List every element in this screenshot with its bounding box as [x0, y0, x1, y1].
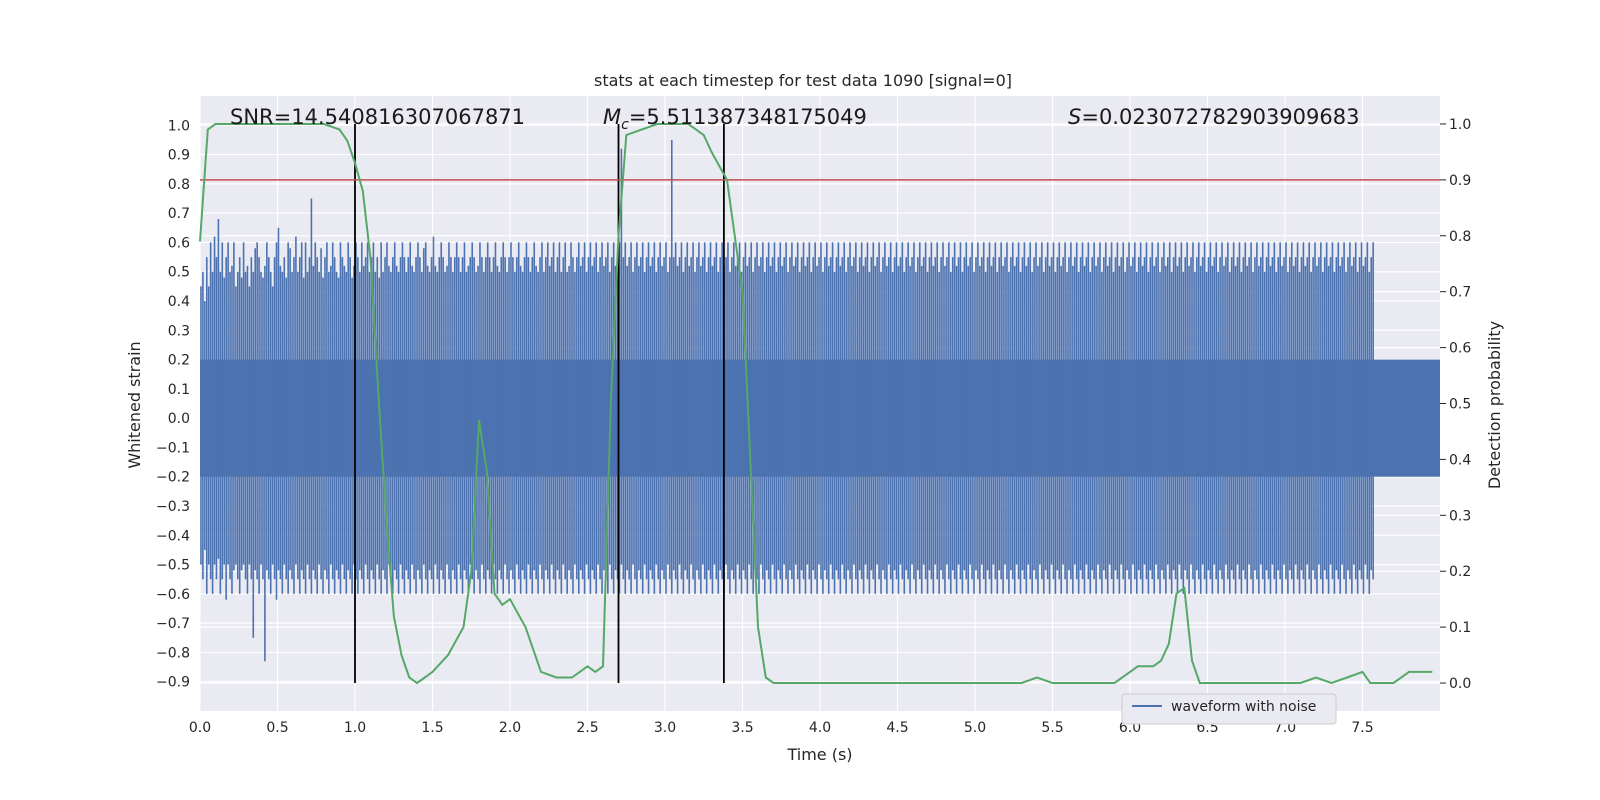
probability-series	[199, 123, 1433, 685]
y-right-tick-label-6: 0.4	[1449, 452, 1471, 468]
x-tick-label-7: 3.5	[731, 720, 753, 736]
y-left-tick-label-13: −0.3	[156, 499, 190, 515]
y-right-tick-label-2: 0.8	[1449, 229, 1471, 245]
y-axis-right-ticks: 1.0 0.9 0.8 0.7 0.6 0.5 0.4 0.3 0.2 0.1 0.0	[1440, 117, 1471, 692]
probability-line	[199, 123, 1433, 685]
y-right-tick-label-5: 0.5	[1449, 397, 1471, 413]
y-right-tick-label-0: 1.0	[1449, 117, 1471, 133]
y-left-tick-label-7: 0.3	[168, 323, 190, 339]
legend-box	[1121, 693, 1337, 725]
y-left-tick-label-9: 0.1	[168, 382, 190, 398]
y-left-tick-label-2: 0.8	[168, 177, 190, 193]
x-tick-label-6: 3.0	[654, 720, 676, 736]
y-left-tick-label-8: 0.2	[168, 353, 190, 369]
y-right-tick-label-1: 0.9	[1449, 173, 1471, 189]
waveform-series	[200, 139, 1440, 662]
x-tick-label-10: 5.0	[964, 720, 986, 736]
y-left-tick-label-5: 0.5	[168, 265, 190, 281]
y-left-tick-label-0: 1.0	[168, 118, 190, 134]
x-tick-label-4: 2.0	[499, 720, 521, 736]
y-right-tick-label-8: 0.2	[1449, 564, 1471, 580]
x-tick-label-1: 0.5	[266, 720, 288, 736]
s-annotation: S=0.023072782903909683	[1068, 105, 1359, 129]
y-right-tick-label-9: 0.1	[1449, 620, 1471, 636]
x-tick-label-11: 5.5	[1041, 720, 1063, 736]
y-axis-left-label: Whitened strain	[125, 341, 144, 468]
y-axis-left-ticks: 1.0 0.9 0.8 0.7 0.6 0.5 0.4 0.3 0.2 0.1 0.0 −0.1 −0.…	[156, 118, 190, 690]
chirp-mass-value: =5.511387348175049	[629, 105, 867, 129]
y-left-tick-label-12: −0.2	[156, 470, 190, 486]
x-tick-label-3: 1.5	[421, 720, 443, 736]
y-left-tick-label-1: 0.9	[168, 148, 190, 164]
y-left-tick-label-14: −0.4	[156, 528, 190, 544]
y-left-tick-label-3: 0.7	[168, 206, 190, 222]
y-left-tick-label-19: −0.9	[156, 675, 190, 691]
y-left-tick-label-10: 0.0	[168, 411, 190, 427]
y-left-tick-label-15: −0.5	[156, 558, 190, 574]
snr-annotation: SNR=14.540816307067871	[230, 105, 525, 129]
legend-entry-waveform: waveform with noise	[1171, 699, 1316, 715]
chirp-mass-annotation: Mc=5.511387348175049	[603, 105, 867, 133]
y-right-tick-label-10: 0.0	[1449, 676, 1471, 692]
y-left-tick-label-6: 0.4	[168, 294, 190, 310]
y-right-tick-label-7: 0.3	[1449, 508, 1471, 524]
s-value: =0.023072782903909683	[1081, 105, 1359, 129]
legend: waveform with noise	[1121, 693, 1337, 725]
y-left-tick-label-16: −0.6	[156, 587, 190, 603]
y-left-tick-label-18: −0.8	[156, 645, 190, 661]
overlay-lines	[200, 123, 1440, 684]
y-left-tick-label-4: 0.6	[168, 235, 190, 251]
x-tick-label-9: 4.5	[886, 720, 908, 736]
y-left-tick-label-11: −0.1	[156, 440, 190, 456]
chart-title: stats at each timestep for test data 109…	[594, 71, 1012, 90]
s-symbol: S	[1068, 105, 1081, 129]
chirp-mass-symbol: M	[603, 105, 621, 129]
x-tick-label-5: 2.5	[576, 720, 598, 736]
y-right-tick-label-4: 0.6	[1449, 341, 1471, 357]
y-right-tick-label-3: 0.7	[1449, 285, 1471, 301]
waveform-core-band	[200, 359, 1440, 477]
x-tick-label-8: 4.0	[809, 720, 831, 736]
chirp-mass-subscript: c	[621, 117, 629, 133]
x-axis-label: Time (s)	[786, 745, 852, 764]
x-tick-label-2: 1.0	[344, 720, 366, 736]
x-tick-label-0: 0.0	[189, 720, 211, 736]
x-tick-label-15: 7.5	[1351, 720, 1373, 736]
y-axis-right-label: Detection probability	[1485, 321, 1504, 489]
y-left-tick-label-17: −0.7	[156, 616, 190, 632]
